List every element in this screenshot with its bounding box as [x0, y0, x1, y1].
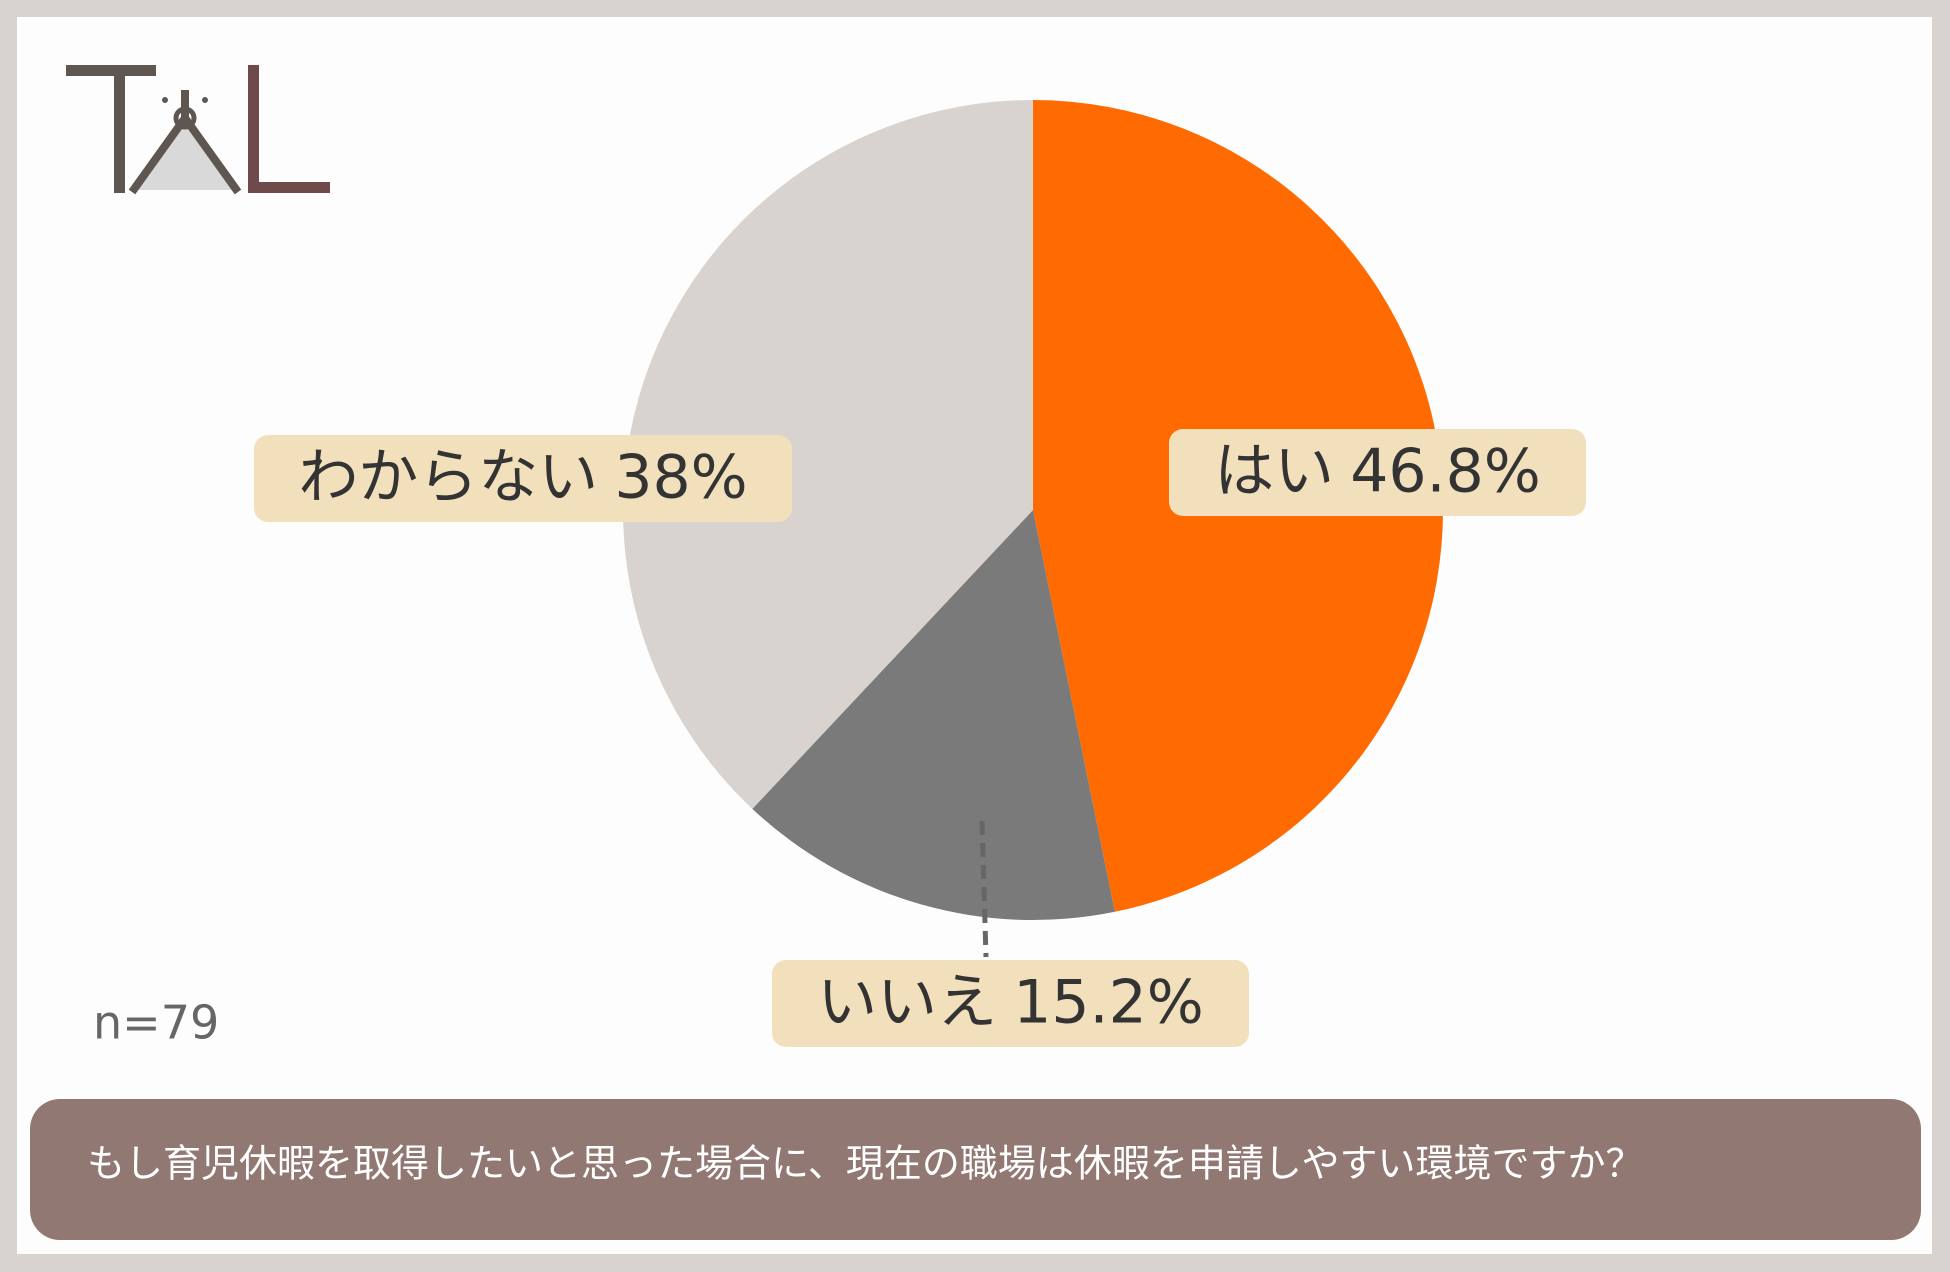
slice-label: はい 46.8%: [1214, 436, 1541, 506]
pie-slice: [752, 510, 1115, 921]
slice-label: いいえ 15.2%: [817, 967, 1204, 1037]
slice-label: わからない 38%: [298, 442, 747, 512]
leader-line: [979, 820, 989, 958]
logo: [66, 65, 330, 195]
question-banner: [30, 1099, 1921, 1240]
label-box: [772, 960, 1249, 1047]
sample-size: n=79: [93, 996, 219, 1050]
slice-value: 38%: [614, 442, 747, 512]
label-box: [1169, 429, 1586, 516]
slice-category: わからない: [298, 442, 598, 512]
slice-category: はい: [1214, 436, 1334, 506]
chart-title: もし育児休暇を取得したいと思った場合に、現在の職場は休暇を申請しやすい環境ですか…: [87, 1142, 1644, 1186]
pie-slice: [623, 100, 1033, 809]
label-box: [254, 435, 792, 522]
slice-value: 15.2%: [1013, 967, 1204, 1037]
slice-category: いいえ: [817, 967, 997, 1037]
slice-value: 46.8%: [1350, 436, 1541, 506]
